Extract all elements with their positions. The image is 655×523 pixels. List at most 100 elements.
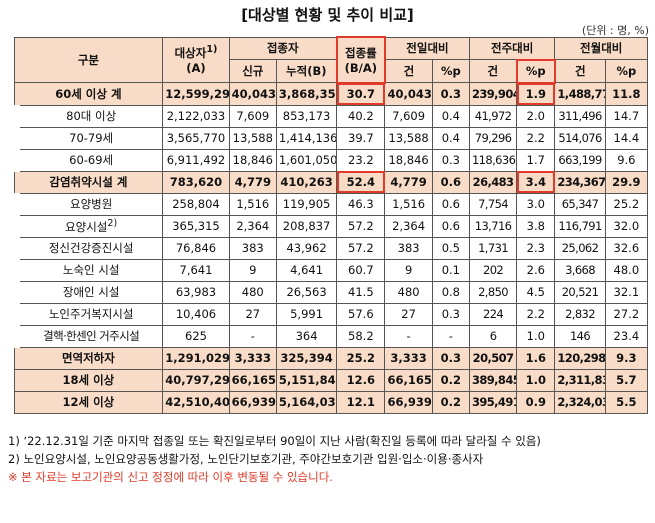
cell-w_p: 2.0 <box>516 104 556 128</box>
table-row: 요양병원 258,804 1,516 119,905 46.3 1,516 0.6 7,754… <box>8 192 649 216</box>
cell-w_cnt: 13,716 <box>468 214 518 238</box>
header-subjects-code: (A) <box>186 61 206 76</box>
cell-w_cnt: 79,296 <box>468 126 518 150</box>
cell-rate: 52.4 <box>336 170 386 194</box>
cell-rate: 57.6 <box>336 302 386 326</box>
cell-m_p: 9.6 <box>604 148 649 172</box>
table-row: 결핵·한센인 거주시설 625-364 58.2- -6 1.0 146 23.4 <box>8 324 649 348</box>
cell-m_cnt: 2,311,832 <box>554 368 606 392</box>
cell-w_p: 2.6 <box>516 258 556 282</box>
cell-d_p: 0.1 <box>431 258 470 282</box>
cell-subjects: 258,804 <box>162 192 230 216</box>
cell-d_p: 0.3 <box>431 82 470 106</box>
cell-subjects: 2,122,033 <box>162 104 230 128</box>
table-row: 정신건강증진시설 76,846 383 43,962 57.2 383 0.5 1,731 2.… <box>8 236 649 260</box>
cell-d_cnt: 4,779 <box>384 170 433 194</box>
cell-cum: 364 <box>275 324 338 348</box>
cell-subjects: 3,565,770 <box>162 126 230 150</box>
row-label: 60-69세 <box>8 148 164 172</box>
row-label-text: 감염취약시설 계 <box>49 175 128 189</box>
cell-new: 18,846 <box>228 148 277 172</box>
cell-new: 7,609 <box>228 104 277 128</box>
table-row: 면역저하자 1,291,029 3,333 325,394 25.2 3,333 0.3 20… <box>13 346 649 370</box>
cell-rate: 40.2 <box>336 104 386 128</box>
cell-m_cnt: 311,496 <box>554 104 606 128</box>
cell-m_cnt: 2,324,030 <box>554 390 606 414</box>
cell-w_p: 1.9 <box>516 82 556 106</box>
cell-new: 2,364 <box>228 214 277 238</box>
cell-m_cnt: 25,062 <box>554 236 606 260</box>
cell-d_p: 0.2 <box>431 390 470 414</box>
header-subjects-sup: 1) <box>206 44 218 56</box>
row-label: 70-79세 <box>8 126 164 150</box>
unit-label: (단위 : 명, %) <box>581 24 649 37</box>
table-row: 감염취약시설 계 783,620 4,779 410,263 52.4 4,779 0.6 2… <box>13 170 649 194</box>
footnotes: 1) ‘22.12.31일 기준 마지막 접종일 또는 확진일로부터 90일이 … <box>8 432 653 486</box>
row-label-text: 결핵·한센인 거주시설 <box>43 329 140 343</box>
cell-m_p: 9.3 <box>604 346 649 370</box>
cell-new: 4,779 <box>228 170 277 194</box>
cell-cum: 410,263 <box>275 170 338 194</box>
cell-w_p: 2.3 <box>516 236 556 260</box>
cell-new: 66,165 <box>228 368 277 392</box>
cell-rate: 57.2 <box>336 236 386 260</box>
row-label: 12세 이상 <box>13 390 164 414</box>
cell-d_cnt: 27 <box>384 302 433 326</box>
cell-d_cnt: 40,043 <box>384 82 433 106</box>
cell-d_p: 0.6 <box>431 170 470 194</box>
table-row: 80대 이상 2,122,033 7,609 853,173 40.2 7,609 0.4 4… <box>8 104 649 128</box>
cell-cum: 325,394 <box>275 346 338 370</box>
header-subjects-label: 대상자 <box>174 46 207 61</box>
cell-d_p: 0.6 <box>431 192 470 216</box>
cell-rate: 57.2 <box>336 214 386 238</box>
cell-new: 66,939 <box>228 390 277 414</box>
cell-new: 383 <box>228 236 277 260</box>
cell-w_p: 3.4 <box>516 170 556 194</box>
cell-m_p: 32.1 <box>604 280 649 304</box>
cell-subjects: 42,510,409 <box>162 390 230 414</box>
cell-w_cnt: 6 <box>468 324 518 348</box>
header-rate: 접종률 (B/A) <box>335 36 386 84</box>
header-day-count: 건 <box>384 59 433 83</box>
cell-d_cnt: 3,333 <box>384 346 433 370</box>
cell-cum: 3,868,359 <box>275 82 338 106</box>
cell-m_p: 5.7 <box>604 368 649 392</box>
cell-d_p: 0.5 <box>431 236 470 260</box>
cell-m_cnt: 2,832 <box>554 302 606 326</box>
cell-rate: 23.2 <box>336 148 386 172</box>
header-subjects: 대상자1) (A) <box>162 36 230 83</box>
cell-w_cnt: 20,507 <box>468 346 518 370</box>
row-label-text: 60-69세 <box>69 153 114 167</box>
header-category: 구분 <box>13 36 164 83</box>
cell-rate: 41.5 <box>336 280 386 304</box>
header-month-count: 건 <box>554 59 606 83</box>
header-month-pct: %p <box>604 59 649 83</box>
cell-cum: 26,563 <box>275 280 338 304</box>
header-week-pct: %p <box>515 58 556 84</box>
cell-rate: 46.3 <box>336 192 386 216</box>
cell-w_p: 2.2 <box>516 302 556 326</box>
cell-m_p: 23.4 <box>604 324 649 348</box>
header-prev-week: 전주대비 <box>468 36 556 60</box>
cell-m_p: 48.0 <box>604 258 649 282</box>
cell-m_p: 5.5 <box>604 390 649 414</box>
cell-d_p: 0.8 <box>431 280 470 304</box>
cell-m_p: 29.9 <box>604 170 649 194</box>
cell-w_p: 2.2 <box>516 126 556 150</box>
cell-cum: 1,601,050 <box>275 148 338 172</box>
cell-rate: 30.7 <box>336 82 386 106</box>
cell-d_cnt: 13,588 <box>384 126 433 150</box>
row-label: 18세 이상 <box>13 368 164 392</box>
row-label: 노인주거복지시설 <box>8 302 164 326</box>
cell-cum: 5,151,840 <box>275 368 338 392</box>
cell-w_cnt: 202 <box>468 258 518 282</box>
cell-m_cnt: 20,521 <box>554 280 606 304</box>
cell-cum: 43,962 <box>275 236 338 260</box>
cell-rate: 58.2 <box>336 324 386 348</box>
cell-cum: 5,991 <box>275 302 338 326</box>
cell-rate: 39.7 <box>336 126 386 150</box>
cell-w_p: 4.5 <box>516 280 556 304</box>
cell-w_cnt: 224 <box>468 302 518 326</box>
cell-m_cnt: 120,298 <box>554 346 606 370</box>
cell-m_cnt: 116,791 <box>554 214 606 238</box>
